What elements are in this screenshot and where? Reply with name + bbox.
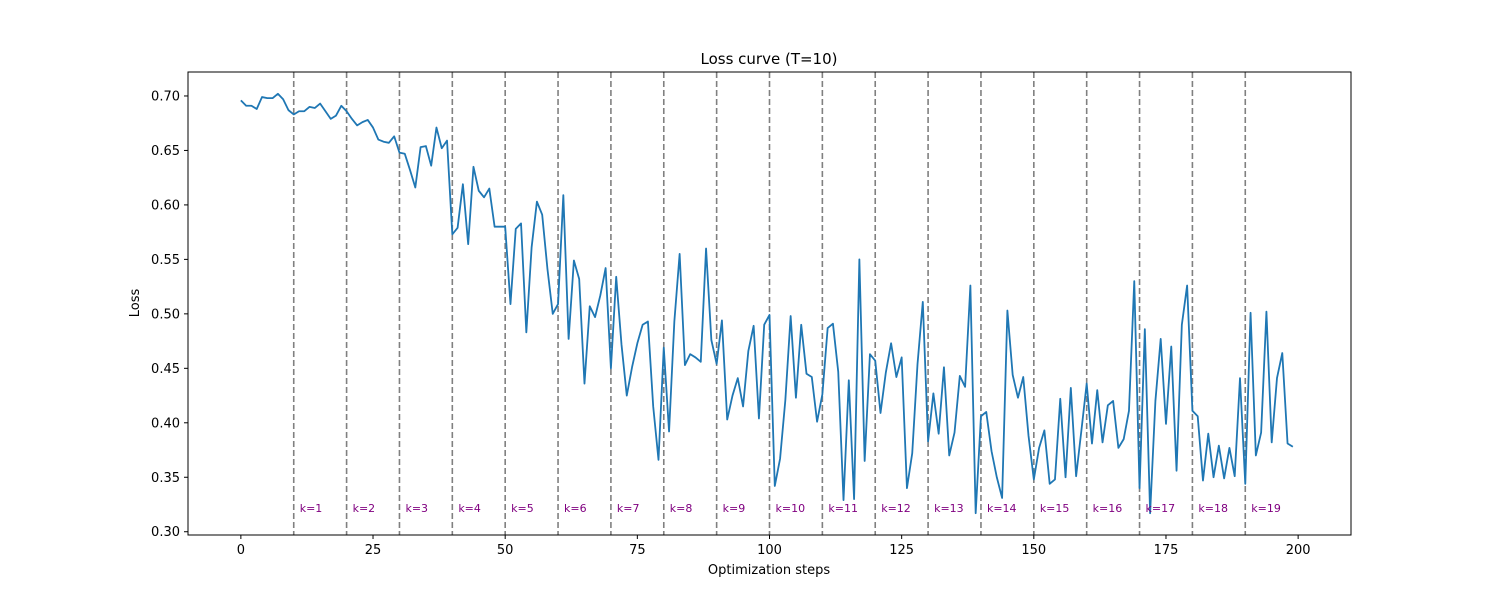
segment-annotation-4: k=4 (458, 502, 481, 515)
segment-annotation-7: k=7 (617, 502, 640, 515)
y-tick-label: 0.65 (151, 144, 180, 159)
segment-annotation-14: k=14 (987, 502, 1017, 515)
x-tick-label: 25 (365, 543, 382, 558)
segment-annotation-2: k=2 (353, 502, 376, 515)
x-tick-label: 0 (237, 543, 245, 558)
segment-annotation-18: k=18 (1198, 502, 1228, 515)
x-tick-label: 125 (889, 543, 914, 558)
segment-annotation-11: k=11 (828, 502, 858, 515)
y-tick-label: 0.50 (151, 307, 180, 322)
y-tick-label: 0.60 (151, 198, 180, 213)
segment-annotation-10: k=10 (776, 502, 806, 515)
segment-annotation-17: k=17 (1146, 502, 1176, 515)
segment-annotation-8: k=8 (670, 502, 693, 515)
y-tick-label: 0.70 (151, 89, 180, 104)
loss-series-line (240, 92, 1294, 515)
plot-area: k=1 k=2 k=3 k=4 k=5 k=6 k=7 k=8 k=9 k=10 k=11 k=12 k… (240, 72, 1294, 535)
y-tick-label: 0.55 (151, 253, 180, 268)
segment-annotation-15: k=15 (1040, 502, 1070, 515)
x-tick-label: 200 (1286, 543, 1311, 558)
x-tick-label: 75 (629, 543, 646, 558)
segment-annotation-12: k=12 (881, 502, 911, 515)
x-axis-label: Optimization steps (708, 563, 830, 578)
segment-annotation-1: k=1 (300, 502, 323, 515)
x-tick-label: 100 (757, 543, 782, 558)
y-tick-label: 0.40 (151, 416, 180, 431)
segment-annotation-16: k=16 (1093, 502, 1123, 515)
y-axis-label: Loss (128, 289, 143, 318)
segment-annotation-19: k=19 (1251, 502, 1281, 515)
y-tick-label: 0.45 (151, 362, 180, 377)
x-tick-label: 50 (497, 543, 514, 558)
segment-annotation-5: k=5 (511, 502, 534, 515)
segment-annotation-13: k=13 (934, 502, 964, 515)
segment-annotation-3: k=3 (405, 502, 428, 515)
y-tick-label: 0.35 (151, 471, 180, 486)
segment-annotation-6: k=6 (564, 502, 587, 515)
x-tick-label: 150 (1021, 543, 1046, 558)
x-tick-label: 175 (1154, 543, 1179, 558)
chart-title: Loss curve (T=10) (701, 50, 838, 68)
segment-annotation-9: k=9 (723, 502, 746, 515)
y-tick-label: 0.30 (151, 525, 180, 540)
